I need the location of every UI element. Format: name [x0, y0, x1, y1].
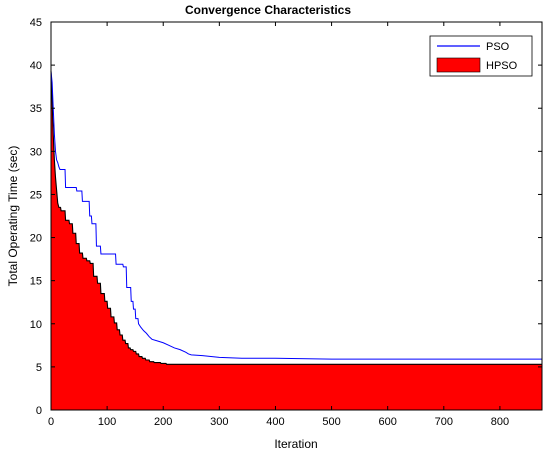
x-tick-label: 500 — [322, 416, 340, 428]
hpso-outline — [50, 71, 542, 365]
x-tick-label: 0 — [48, 416, 54, 428]
hpso-area — [51, 71, 542, 411]
legend: PSO HPSO — [429, 35, 533, 77]
y-tick-label: 25 — [30, 189, 42, 201]
y-tick-label: 0 — [36, 405, 42, 417]
x-tick-label: 300 — [210, 416, 228, 428]
y-tick-label: 40 — [30, 60, 42, 72]
pso-series-layer — [50, 71, 542, 360]
x-tick-label: 700 — [435, 416, 453, 428]
y-tick-label: 5 — [36, 362, 42, 374]
x-tick-label: 200 — [154, 416, 172, 428]
x-tick-label: 100 — [98, 416, 116, 428]
y-tick-label: 20 — [30, 233, 42, 245]
x-axis-ticks: 0 100 200 300 400 500 600 700 800 — [48, 22, 509, 428]
y-tick-label: 15 — [30, 276, 42, 288]
y-axis-label: Total Operating Time (sec) — [6, 146, 20, 287]
x-tick-label: 400 — [266, 416, 284, 428]
plot-frame — [50, 21, 543, 411]
legend-hpso-swatch — [436, 57, 481, 73]
legend-hpso-label: HPSO — [486, 60, 518, 72]
legend-pso-label: PSO — [486, 41, 510, 53]
x-tick-label: 600 — [379, 416, 397, 428]
x-tick-label: 800 — [491, 416, 509, 428]
y-tick-label: 10 — [30, 319, 42, 331]
hpso-series-layer — [50, 71, 542, 411]
y-axis-ticks: 0 5 10 15 20 25 30 35 40 45 — [30, 17, 542, 417]
y-tick-label: 30 — [30, 146, 42, 158]
y-tick-label: 35 — [30, 103, 42, 115]
chart-title: Convergence Characteristics — [185, 3, 351, 17]
pso-line — [50, 71, 542, 360]
y-tick-label: 45 — [30, 17, 42, 29]
x-axis-label: Iteration — [274, 437, 317, 451]
